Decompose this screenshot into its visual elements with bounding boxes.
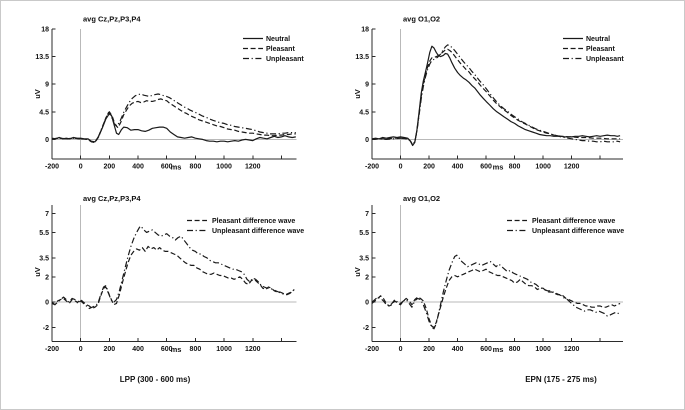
y-tick-label: 0 bbox=[45, 300, 49, 307]
legend-label: Unpleasant bbox=[266, 56, 304, 63]
y-tick-label: 3.5 bbox=[359, 255, 369, 262]
legend-label: Unpleasant difference wave bbox=[532, 228, 624, 235]
x-tick-label: 600 bbox=[161, 346, 173, 353]
legend-label: Neutral bbox=[586, 36, 610, 43]
x-axis-label: ms bbox=[171, 163, 182, 172]
series-unpleasant-difference-wave bbox=[51, 225, 294, 310]
y-tick-label: 13.5 bbox=[35, 54, 49, 61]
y-axis-label: uV bbox=[353, 267, 362, 277]
x-tick-label: 800 bbox=[190, 164, 202, 171]
x-tick-label: 200 bbox=[423, 164, 435, 171]
legend-label: Unpleasant bbox=[586, 56, 624, 63]
x-tick-label: 1000 bbox=[535, 164, 551, 171]
legend-label: Neutral bbox=[266, 36, 290, 43]
plot-title: avg O1,O2 bbox=[403, 15, 440, 24]
series-pleasant-difference-wave bbox=[371, 268, 621, 329]
legend: Pleasant difference wave Unpleasant diffe… bbox=[507, 218, 624, 235]
x-tick-label: 0 bbox=[79, 164, 83, 171]
series-neutral bbox=[51, 113, 296, 143]
y-tick-label: 2 bbox=[45, 274, 49, 281]
caption-epn: EPN (175 - 275 ms) bbox=[525, 375, 597, 384]
y-tick-label: 2 bbox=[365, 274, 369, 281]
series-pleasant-difference-wave bbox=[51, 245, 295, 310]
y-tick-label: 13.5 bbox=[355, 54, 369, 61]
legend-label: Pleasant difference wave bbox=[532, 218, 615, 225]
legend: Pleasant difference wave Unpleasant diffe… bbox=[187, 218, 304, 235]
x-tick-label: 400 bbox=[452, 346, 464, 353]
x-tick-label: 1200 bbox=[245, 164, 261, 171]
x-axis-label: ms bbox=[493, 163, 504, 172]
y-axis-label: uV bbox=[33, 267, 42, 277]
y-tick-label: 18 bbox=[41, 27, 49, 34]
x-tick-label: 0 bbox=[79, 346, 83, 353]
x-tick-label: 600 bbox=[480, 346, 492, 353]
legend: Neutral Pleasant Unpleasant bbox=[563, 36, 624, 63]
legend-label: Pleasant difference wave bbox=[212, 218, 295, 225]
x-tick-label: 600 bbox=[480, 164, 492, 171]
plot-title: avg O1,O2 bbox=[403, 194, 440, 203]
x-tick-label: 400 bbox=[132, 346, 144, 353]
x-tick-label: -200 bbox=[45, 164, 59, 171]
x-axis-label: ms bbox=[493, 345, 504, 354]
y-tick-label: 18 bbox=[361, 27, 369, 34]
series-neutral bbox=[371, 45, 621, 147]
plot-top-left: -200 0 200 400 600 800 1000 1200 0 4.5 9 13.5 18 avg … bbox=[33, 15, 304, 172]
legend: Neutral Pleasant Unpleasant bbox=[243, 36, 304, 63]
x-tick-label: 400 bbox=[452, 164, 464, 171]
y-tick-label: 0 bbox=[365, 137, 369, 144]
x-tick-label: 800 bbox=[190, 346, 202, 353]
x-tick-label: -200 bbox=[365, 164, 379, 171]
x-tick-label: 1000 bbox=[216, 346, 232, 353]
y-axis-label: uV bbox=[33, 89, 42, 99]
series-unpleasant-difference-wave bbox=[371, 254, 619, 330]
y-tick-label: 7 bbox=[45, 211, 49, 218]
x-tick-label: 1200 bbox=[564, 346, 580, 353]
y-tick-label: 5.5 bbox=[359, 230, 369, 237]
y-tick-label: 0 bbox=[365, 300, 369, 307]
x-tick-label: 0 bbox=[399, 164, 403, 171]
x-tick-label: 200 bbox=[104, 346, 116, 353]
legend-label: Unpleasant difference wave bbox=[212, 228, 304, 235]
x-axis-label: ms bbox=[171, 345, 182, 354]
series-unpleasant bbox=[51, 93, 296, 143]
x-tick-label: 0 bbox=[399, 346, 403, 353]
y-tick-label: 5.5 bbox=[39, 230, 49, 237]
plot-bottom-left: -200 0 200 400 600 800 1000 1200 -2 0 2 3.5 5.5 7 avg … bbox=[33, 194, 304, 354]
x-tick-label: 400 bbox=[132, 164, 144, 171]
series-pleasant bbox=[51, 98, 296, 143]
x-tick-label: 1200 bbox=[564, 164, 580, 171]
y-tick-label: -2 bbox=[43, 325, 49, 332]
plot-title: avg Cz,Pz,P3,P4 bbox=[83, 15, 141, 24]
y-tick-label: 4.5 bbox=[39, 109, 49, 116]
series-unpleasant bbox=[371, 44, 621, 146]
x-tick-label: -200 bbox=[45, 346, 59, 353]
y-tick-label: 9 bbox=[365, 82, 369, 89]
plot-bottom-right: -200 0 200 400 600 800 1000 1200 -2 0 2 3.5 5.5 7 avg … bbox=[353, 194, 624, 354]
legend-label: Pleasant bbox=[586, 46, 615, 53]
legend-label: Pleasant bbox=[266, 46, 295, 53]
x-tick-label: 1000 bbox=[535, 346, 551, 353]
x-tick-label: 1000 bbox=[216, 164, 232, 171]
y-tick-label: -2 bbox=[363, 325, 369, 332]
x-tick-label: 200 bbox=[104, 164, 116, 171]
x-tick-label: 200 bbox=[423, 346, 435, 353]
y-tick-label: 3.5 bbox=[39, 255, 49, 262]
x-tick-label: 1200 bbox=[245, 346, 261, 353]
y-tick-label: 7 bbox=[365, 211, 369, 218]
y-tick-label: 0 bbox=[45, 137, 49, 144]
plot-top-right: -200 0 200 400 600 800 1000 1200 0 4.5 9 13.5 18 avg … bbox=[353, 15, 624, 172]
x-tick-label: -200 bbox=[365, 346, 379, 353]
caption-lpp: LPP (300 - 600 ms) bbox=[119, 375, 191, 384]
series-pleasant bbox=[371, 48, 621, 146]
x-tick-label: 600 bbox=[161, 164, 173, 171]
x-tick-label: 800 bbox=[509, 346, 521, 353]
plot-title: avg Cz,Pz,P3,P4 bbox=[83, 194, 141, 203]
y-tick-label: 4.5 bbox=[359, 109, 369, 116]
x-tick-label: 800 bbox=[509, 164, 521, 171]
y-tick-label: 9 bbox=[45, 82, 49, 89]
y-axis-label: uV bbox=[353, 89, 362, 99]
